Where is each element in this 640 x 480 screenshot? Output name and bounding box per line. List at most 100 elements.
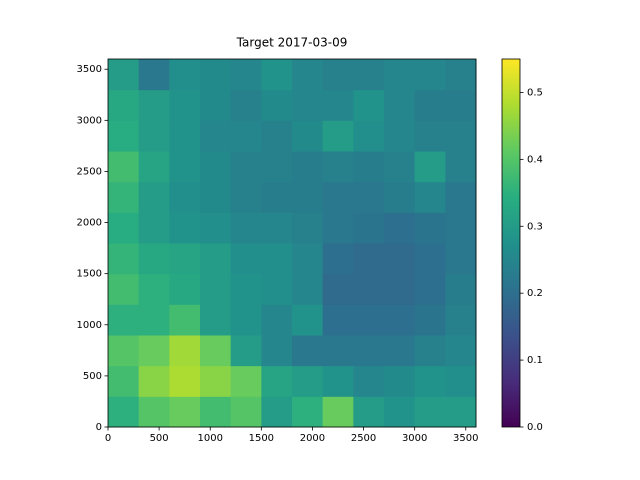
heatmap-cell xyxy=(414,396,446,428)
chart-title: Target 2017-03-09 xyxy=(236,36,348,50)
y-tick-label: 1000 xyxy=(77,320,102,331)
heatmap-cell xyxy=(384,365,416,397)
heatmap-cell xyxy=(322,273,354,305)
heatmap-cell xyxy=(261,89,293,121)
heatmap-cell xyxy=(108,89,140,121)
heatmap-cell xyxy=(292,120,324,152)
heatmap-cell xyxy=(169,89,201,121)
heatmap-cell xyxy=(414,120,446,152)
heatmap-cell xyxy=(108,396,140,428)
y-tick-label: 500 xyxy=(83,371,102,382)
heatmap-cell xyxy=(138,151,170,183)
colorbar-tick-label: 0.4 xyxy=(527,154,543,165)
heatmap-cell xyxy=(445,120,477,152)
heatmap-cell xyxy=(169,365,201,397)
heatmap-cell xyxy=(138,304,170,336)
colorbar xyxy=(501,58,521,428)
heatmap-cell xyxy=(322,89,354,121)
heatmap-cell xyxy=(414,273,446,305)
heatmap-cell xyxy=(445,59,477,91)
heatmap-cell xyxy=(292,89,324,121)
heatmap-cell xyxy=(353,304,385,336)
x-tick-label: 1000 xyxy=(197,433,222,444)
heatmap-cell xyxy=(169,273,201,305)
heatmap-cell xyxy=(200,181,232,213)
heatmap-cell xyxy=(108,335,140,367)
heatmap-cell xyxy=(230,89,262,121)
heatmap-cell xyxy=(414,335,446,367)
heatmap-cell xyxy=(353,273,385,305)
heatmap-cell xyxy=(108,212,140,244)
heatmap-cell xyxy=(108,59,140,91)
heatmap-cell xyxy=(445,304,477,336)
heatmap-cell xyxy=(230,181,262,213)
y-tick-label: 3000 xyxy=(77,115,102,126)
heatmap-cell xyxy=(200,273,232,305)
heatmap-cell xyxy=(261,212,293,244)
heatmap-cell xyxy=(353,181,385,213)
heatmap-cell xyxy=(200,396,232,428)
heatmap-cell xyxy=(108,120,140,152)
heatmap-cell xyxy=(445,396,477,428)
heatmap-cell xyxy=(230,212,262,244)
colorbar-tick-label: 0.1 xyxy=(527,355,543,366)
heatmap-cell xyxy=(322,335,354,367)
x-tick-label: 1500 xyxy=(249,433,274,444)
heatmap-cell xyxy=(200,120,232,152)
y-tick-label: 2500 xyxy=(77,166,102,177)
colorbar-tick-label: 0.3 xyxy=(527,221,543,232)
heatmap-cell xyxy=(353,120,385,152)
heatmap-cell xyxy=(261,273,293,305)
heatmap-cell xyxy=(261,151,293,183)
heatmap-cell xyxy=(292,59,324,91)
heatmap-cell xyxy=(445,335,477,367)
heatmap-cell xyxy=(414,59,446,91)
heatmap-cell xyxy=(230,304,262,336)
heatmap-cell xyxy=(169,304,201,336)
heatmap-cell xyxy=(353,243,385,275)
heatmap-cell xyxy=(322,151,354,183)
x-tick-label: 3000 xyxy=(402,433,427,444)
heatmap-cell xyxy=(169,59,201,91)
heatmap-cell xyxy=(200,304,232,336)
heatmap-cell xyxy=(200,89,232,121)
heatmap-cell xyxy=(322,212,354,244)
heatmap-cell xyxy=(292,243,324,275)
heatmap-cell xyxy=(261,59,293,91)
heatmap-cell xyxy=(445,212,477,244)
heatmap-cell xyxy=(445,273,477,305)
heatmap-cell xyxy=(414,212,446,244)
heatmap-cell xyxy=(414,89,446,121)
heatmap-cell xyxy=(445,89,477,121)
heatmap-cell xyxy=(138,59,170,91)
heatmap-cell xyxy=(322,396,354,428)
heatmap-cell xyxy=(445,365,477,397)
plot-frame xyxy=(107,58,477,428)
heatmap-cell xyxy=(384,273,416,305)
heatmap-cell xyxy=(384,89,416,121)
heatmap-cell xyxy=(108,243,140,275)
heatmap-cell xyxy=(230,365,262,397)
heatmap-cell xyxy=(261,243,293,275)
heatmap-cell xyxy=(353,151,385,183)
heatmap-cell xyxy=(138,120,170,152)
heatmap-cell xyxy=(292,304,324,336)
heatmap-cell xyxy=(322,243,354,275)
heatmap-cell xyxy=(169,243,201,275)
heatmap-cell xyxy=(353,89,385,121)
y-tick-label: 3500 xyxy=(77,64,102,75)
heatmap-cell xyxy=(322,365,354,397)
heatmap-cell xyxy=(138,396,170,428)
heatmap-cell xyxy=(138,181,170,213)
heatmap-cell xyxy=(108,273,140,305)
heatmap-cell xyxy=(414,243,446,275)
heatmap-cell xyxy=(200,365,232,397)
heatmap-cell xyxy=(445,151,477,183)
heatmap-cell xyxy=(200,59,232,91)
heatmap-cell xyxy=(200,335,232,367)
heatmap-cell xyxy=(445,181,477,213)
heatmap-cell xyxy=(138,273,170,305)
heatmap-cell xyxy=(108,151,140,183)
heatmap-cell xyxy=(261,120,293,152)
heatmap-cell xyxy=(414,181,446,213)
